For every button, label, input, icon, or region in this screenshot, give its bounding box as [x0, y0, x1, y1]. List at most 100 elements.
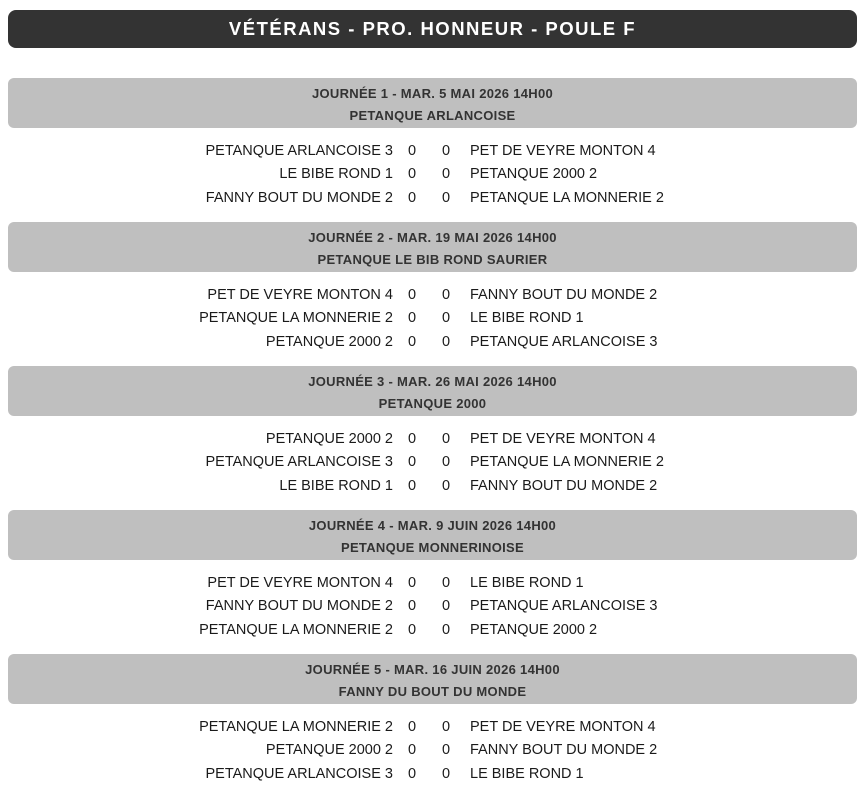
home-team: PETANQUE LA MONNERIE 2 — [199, 621, 393, 638]
home-team: PETANQUE ARLANCOISE 3 — [205, 142, 393, 159]
away-team: LE BIBE ROND 1 — [470, 310, 584, 327]
match-row: LE BIBE ROND 1 0 0 FANNY BOUT DU MONDE 2 — [8, 474, 857, 498]
away-score: 0 — [441, 286, 451, 303]
journee-title: JOURNÉE 3 - MAR. 26 MAI 2026 14H00 — [308, 374, 557, 389]
home-team: LE BIBE ROND 1 — [279, 166, 393, 183]
journee-venue: FANNY DU BOUT DU MONDE — [338, 683, 527, 699]
away-score: 0 — [441, 310, 451, 327]
match-list: PETANQUE ARLANCOISE 3 0 0 PET DE VEYRE M… — [8, 128, 857, 222]
home-score: 0 — [407, 333, 417, 350]
match-list: PETANQUE LA MONNERIE 2 0 0 PET DE VEYRE … — [8, 704, 857, 798]
away-score: 0 — [441, 621, 451, 638]
match-row: PETANQUE LA MONNERIE 2 0 0 LE BIBE ROND … — [8, 307, 857, 331]
journee-section-4: JOURNÉE 4 - MAR. 9 JUIN 2026 14H00 PETAN… — [8, 510, 857, 654]
away-score: 0 — [441, 166, 451, 183]
journee-header: JOURNÉE 4 - MAR. 9 JUIN 2026 14H00 PETAN… — [8, 510, 857, 560]
journee-venue: PETANQUE ARLANCOISE — [349, 107, 516, 123]
away-team: PET DE VEYRE MONTON 4 — [470, 718, 656, 735]
match-row: FANNY BOUT DU MONDE 2 0 0 PETANQUE LA MO… — [8, 186, 857, 210]
away-score: 0 — [441, 718, 451, 735]
home-team: PETANQUE ARLANCOISE 3 — [205, 765, 393, 782]
journee-header: JOURNÉE 3 - MAR. 26 MAI 2026 14H00 PETAN… — [8, 366, 857, 416]
home-team: PET DE VEYRE MONTON 4 — [207, 286, 393, 303]
home-score: 0 — [407, 598, 417, 615]
away-score: 0 — [441, 142, 451, 159]
journee-section-1: JOURNÉE 1 - MAR. 5 MAI 2026 14H00 PETANQ… — [8, 78, 857, 222]
match-row: PETANQUE 2000 2 0 0 PET DE VEYRE MONTON … — [8, 427, 857, 451]
away-team: FANNY BOUT DU MONDE 2 — [470, 742, 658, 759]
away-team: LE BIBE ROND 1 — [470, 765, 584, 782]
match-row: PETANQUE 2000 2 0 0 FANNY BOUT DU MONDE … — [8, 739, 857, 763]
home-score: 0 — [407, 765, 417, 782]
away-team: PETANQUE ARLANCOISE 3 — [470, 598, 658, 615]
away-team: FANNY BOUT DU MONDE 2 — [470, 477, 658, 494]
home-score: 0 — [407, 454, 417, 471]
journee-section-3: JOURNÉE 3 - MAR. 26 MAI 2026 14H00 PETAN… — [8, 366, 857, 510]
journee-header: JOURNÉE 5 - MAR. 16 JUIN 2026 14H00 FANN… — [8, 654, 857, 704]
away-team: PETANQUE LA MONNERIE 2 — [470, 189, 664, 206]
journee-section-5: JOURNÉE 5 - MAR. 16 JUIN 2026 14H00 FANN… — [8, 654, 857, 798]
away-score: 0 — [441, 574, 451, 591]
match-list: PET DE VEYRE MONTON 4 0 0 FANNY BOUT DU … — [8, 272, 857, 366]
home-team: PET DE VEYRE MONTON 4 — [207, 574, 393, 591]
match-list: PET DE VEYRE MONTON 4 0 0 LE BIBE ROND 1… — [8, 560, 857, 654]
match-row: PETANQUE ARLANCOISE 3 0 0 LE BIBE ROND 1 — [8, 762, 857, 786]
match-row: PETANQUE 2000 2 0 0 PETANQUE ARLANCOISE … — [8, 330, 857, 354]
page-title: VÉTÉRANS - PRO. HONNEUR - POULE F — [8, 10, 857, 48]
away-team: PETANQUE LA MONNERIE 2 — [470, 454, 664, 471]
journee-venue: PETANQUE MONNERINOISE — [340, 539, 525, 555]
away-team: PETANQUE ARLANCOISE 3 — [470, 333, 658, 350]
match-row: PETANQUE ARLANCOISE 3 0 0 PET DE VEYRE M… — [8, 139, 857, 163]
home-score: 0 — [407, 142, 417, 159]
home-score: 0 — [407, 621, 417, 638]
journee-title: JOURNÉE 4 - MAR. 9 JUIN 2026 14H00 — [308, 518, 557, 533]
match-row: PETANQUE LA MONNERIE 2 0 0 PET DE VEYRE … — [8, 715, 857, 739]
match-list: PETANQUE 2000 2 0 0 PET DE VEYRE MONTON … — [8, 416, 857, 510]
match-row: LE BIBE ROND 1 0 0 PETANQUE 2000 2 — [8, 163, 857, 187]
journee-venue: PETANQUE LE BIB ROND SAURIER — [317, 251, 548, 267]
home-team: PETANQUE 2000 2 — [265, 333, 393, 350]
home-score: 0 — [407, 286, 417, 303]
away-team: PETANQUE 2000 2 — [470, 621, 598, 638]
match-row: PET DE VEYRE MONTON 4 0 0 LE BIBE ROND 1 — [8, 571, 857, 595]
away-score: 0 — [441, 430, 451, 447]
away-score: 0 — [441, 598, 451, 615]
away-team: PETANQUE 2000 2 — [470, 166, 598, 183]
home-team: FANNY BOUT DU MONDE 2 — [205, 189, 393, 206]
journee-header: JOURNÉE 1 - MAR. 5 MAI 2026 14H00 PETANQ… — [8, 78, 857, 128]
match-row: PETANQUE LA MONNERIE 2 0 0 PETANQUE 2000… — [8, 618, 857, 642]
home-score: 0 — [407, 718, 417, 735]
home-team: PETANQUE LA MONNERIE 2 — [199, 718, 393, 735]
match-row: PETANQUE ARLANCOISE 3 0 0 PETANQUE LA MO… — [8, 451, 857, 475]
away-score: 0 — [441, 765, 451, 782]
home-score: 0 — [407, 310, 417, 327]
journee-title: JOURNÉE 2 - MAR. 19 MAI 2026 14H00 — [308, 230, 557, 245]
away-score: 0 — [441, 333, 451, 350]
home-score: 0 — [407, 477, 417, 494]
journee-venue: PETANQUE 2000 — [378, 395, 487, 411]
home-team: PETANQUE ARLANCOISE 3 — [205, 454, 393, 471]
home-team: PETANQUE 2000 2 — [265, 430, 393, 447]
home-team: PETANQUE LA MONNERIE 2 — [199, 310, 393, 327]
away-team: PET DE VEYRE MONTON 4 — [470, 430, 656, 447]
home-team: LE BIBE ROND 1 — [279, 477, 393, 494]
away-team: PET DE VEYRE MONTON 4 — [470, 142, 656, 159]
journee-title: JOURNÉE 1 - MAR. 5 MAI 2026 14H00 — [311, 86, 554, 101]
home-team: FANNY BOUT DU MONDE 2 — [205, 598, 393, 615]
home-score: 0 — [407, 189, 417, 206]
home-score: 0 — [407, 574, 417, 591]
away-team: LE BIBE ROND 1 — [470, 574, 584, 591]
match-row: PET DE VEYRE MONTON 4 0 0 FANNY BOUT DU … — [8, 283, 857, 307]
away-team: FANNY BOUT DU MONDE 2 — [470, 286, 658, 303]
journee-section-2: JOURNÉE 2 - MAR. 19 MAI 2026 14H00 PETAN… — [8, 222, 857, 366]
away-score: 0 — [441, 477, 451, 494]
home-team: PETANQUE 2000 2 — [265, 742, 393, 759]
away-score: 0 — [441, 454, 451, 471]
away-score: 0 — [441, 189, 451, 206]
journee-title: JOURNÉE 5 - MAR. 16 JUIN 2026 14H00 — [305, 662, 560, 677]
journee-header: JOURNÉE 2 - MAR. 19 MAI 2026 14H00 PETAN… — [8, 222, 857, 272]
home-score: 0 — [407, 166, 417, 183]
home-score: 0 — [407, 430, 417, 447]
away-score: 0 — [441, 742, 451, 759]
